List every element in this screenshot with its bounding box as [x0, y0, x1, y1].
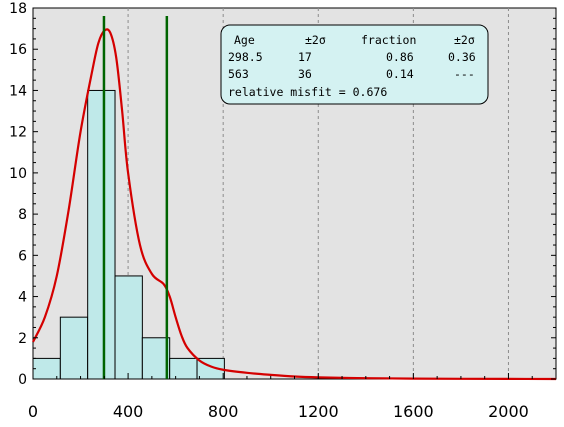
row1-err: 17	[298, 50, 312, 64]
results-box: Age ±2σ fraction ±2σ 298.5 17 0.86 0.36 …	[220, 24, 489, 105]
results-box-frame	[220, 24, 489, 105]
y-tick-label: 8	[18, 207, 27, 223]
row1-age: 298.5	[228, 50, 263, 64]
header-age: Age	[234, 33, 255, 47]
histogram-bar	[169, 357, 198, 380]
row1-frac-err: 0.36	[448, 50, 476, 64]
y-tick-label: 4	[18, 290, 27, 306]
y-tick-label: 6	[18, 248, 27, 264]
y-tick-label: 2	[18, 331, 27, 347]
x-tick-label: 400	[113, 402, 144, 421]
y-tick-label: 12	[9, 125, 27, 141]
header-frac-err: ±2σ	[454, 33, 475, 47]
histogram-bar	[32, 357, 61, 380]
peak-lines	[102, 16, 169, 379]
axes: 0 2 4 6 8 10 12 14 16 18 0 400 800 1200 1600 2000	[9, 1, 556, 421]
row2-fraction: 0.14	[386, 67, 414, 81]
row2-err: 36	[298, 67, 312, 81]
y-tick-label: 10	[9, 166, 27, 182]
row2-age: 563	[228, 67, 249, 81]
row1-fraction: 0.86	[386, 50, 414, 64]
y-tick-label: 18	[9, 1, 27, 17]
histogram-bar	[141, 337, 171, 380]
histogram-bar	[87, 89, 116, 380]
y-tick-label: 0	[18, 372, 27, 388]
x-tick-label: 1200	[298, 402, 339, 421]
y-tick-label: 14	[9, 83, 27, 99]
header-fraction: fraction	[361, 33, 416, 47]
histogram-bar	[114, 275, 143, 380]
x-tick-label: 0	[28, 402, 38, 421]
histogram-bar	[59, 316, 89, 380]
header-err: ±2σ	[305, 33, 326, 47]
histogram-bars	[32, 89, 225, 380]
x-tick-label: 2000	[488, 402, 529, 421]
row2-frac-err: ---	[454, 67, 475, 81]
y-tick-label: 16	[9, 42, 27, 58]
x-tick-label: 800	[208, 402, 239, 421]
misfit-text: relative misfit = 0.676	[228, 85, 387, 99]
x-tick-label: 1600	[393, 402, 434, 421]
